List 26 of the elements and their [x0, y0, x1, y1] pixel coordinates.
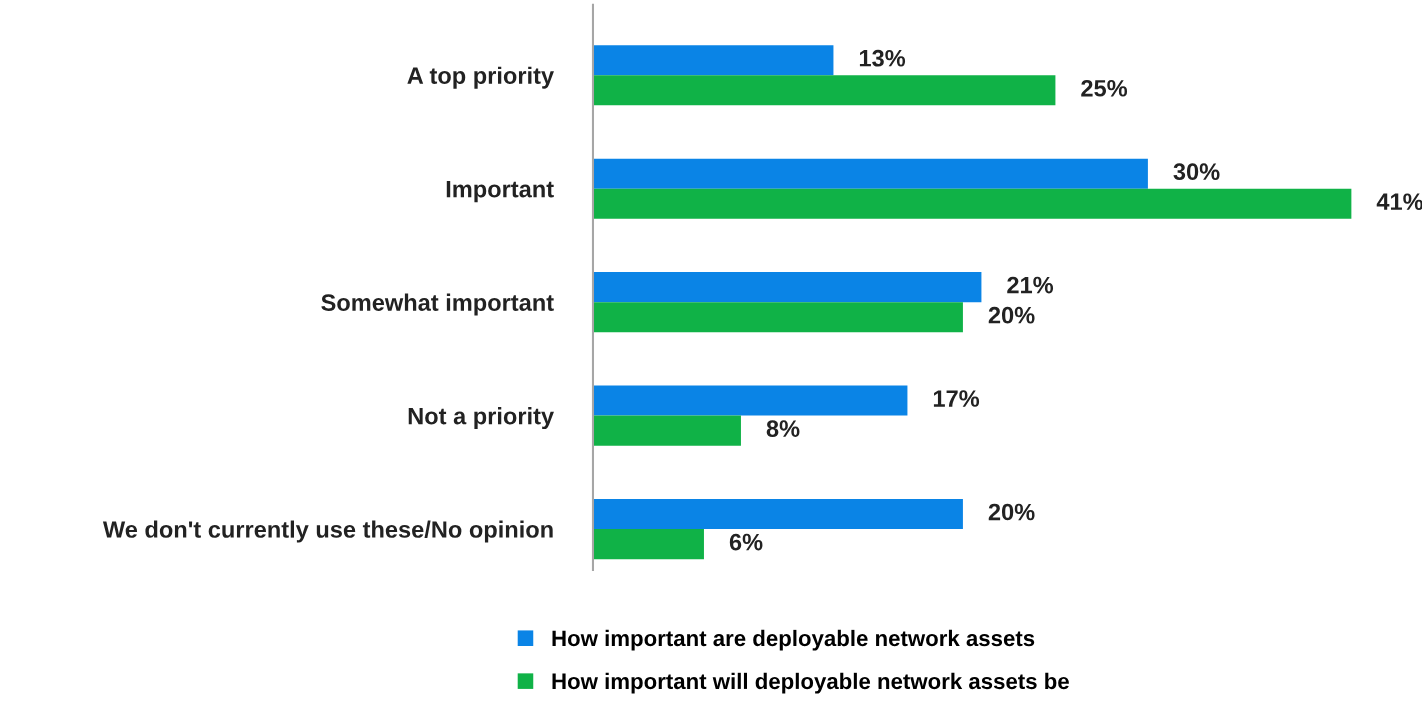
bar: [592, 158, 1148, 189]
data-label: 25%: [1081, 79, 1128, 97]
y-tick-label: We don't currently use these/No opinion: [102, 520, 553, 543]
bar: [592, 499, 963, 530]
bar: [592, 45, 834, 76]
data-label: 30%: [1173, 163, 1220, 181]
data-label: 21%: [1007, 276, 1054, 294]
data-label: 6%: [729, 533, 763, 551]
data-label: 17%: [933, 390, 980, 407]
y-tick-label: Somewhat important: [321, 293, 554, 316]
y-tick-label: A top priority: [407, 66, 554, 89]
bar: [592, 385, 908, 416]
bar: [592, 302, 963, 333]
data-label: 8%: [766, 420, 800, 437]
bar: [592, 529, 704, 560]
data-label: 20%: [988, 306, 1035, 324]
bar: [592, 75, 1056, 106]
bar: [592, 188, 1352, 219]
bar: [592, 272, 982, 303]
legend-label: How important will deployable network assets be: [552, 672, 1069, 694]
y-tick-label: Not a priority: [408, 407, 554, 430]
data-label: 13%: [859, 49, 906, 67]
data-label: 20%: [988, 503, 1035, 521]
bar: [592, 415, 741, 446]
legend-label: How important are deployable network assets: [552, 629, 1035, 651]
y-tick-label: Important: [446, 181, 554, 203]
